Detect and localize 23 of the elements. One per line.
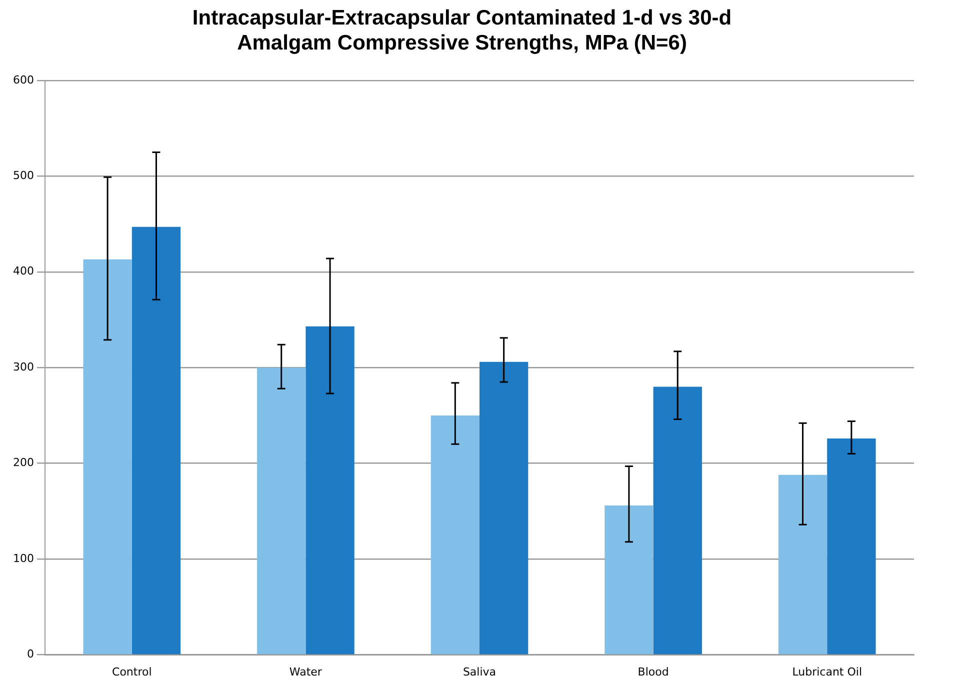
- y-tick-label: 300: [12, 360, 34, 374]
- bar: [83, 259, 132, 654]
- bar: [480, 362, 528, 654]
- y-tick-label: 600: [12, 73, 34, 86]
- bar: [604, 505, 654, 654]
- bar: [778, 474, 828, 654]
- y-tick-label: 0: [26, 648, 34, 661]
- bar: [430, 415, 480, 654]
- x-tick-label: Blood: [638, 665, 669, 678]
- y-tick-label: 500: [12, 168, 34, 182]
- bar: [257, 368, 306, 654]
- y-tick-label: 100: [12, 552, 34, 565]
- bar: [306, 326, 354, 654]
- y-tick-label: 400: [12, 264, 34, 278]
- x-tick-label: Lubricant Oil: [792, 665, 862, 678]
- x-tick-label: Saliva: [462, 665, 496, 678]
- bar: [827, 438, 876, 654]
- bar: [653, 386, 702, 654]
- x-tick-label: Control: [112, 665, 152, 678]
- x-tick-label: Water: [289, 665, 322, 678]
- bar: [132, 226, 181, 654]
- y-tick-label: 200: [12, 456, 34, 470]
- chart-title: Intracapsular-Extracapsular Contaminated 1-d vs 30-d Amalgam Compressive Strengths, MPa (N=6): [192, 6, 732, 55]
